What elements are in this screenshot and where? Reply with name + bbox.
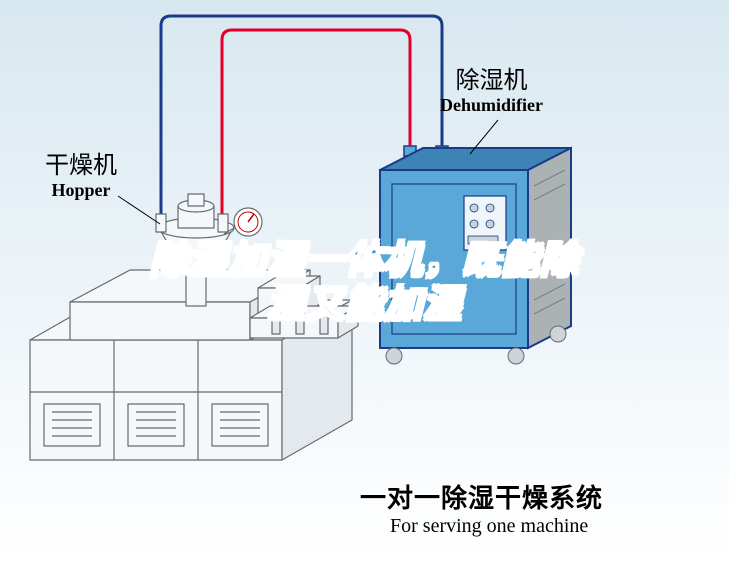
system-diagram — [0, 0, 729, 561]
dehumidifier-unit — [380, 146, 571, 364]
dehumidifier-label-cn: 除湿机 — [440, 60, 543, 95]
hopper-label-cn: 干燥机 — [45, 145, 117, 180]
dehumidifier-label-en: Dehumidifier — [440, 95, 543, 116]
hopper-label-en: Hopper — [45, 180, 117, 201]
hopper-label-line — [118, 196, 160, 224]
system-title: 一对一除湿干燥系统 For serving one machine — [360, 478, 603, 538]
system-title-cn: 一对一除湿干燥系统 — [360, 478, 603, 515]
system-title-en: For serving one machine — [390, 515, 603, 538]
dehumidifier-label: 除湿机 Dehumidifier — [440, 60, 543, 116]
hopper-label: 干燥机 Hopper — [45, 145, 117, 201]
